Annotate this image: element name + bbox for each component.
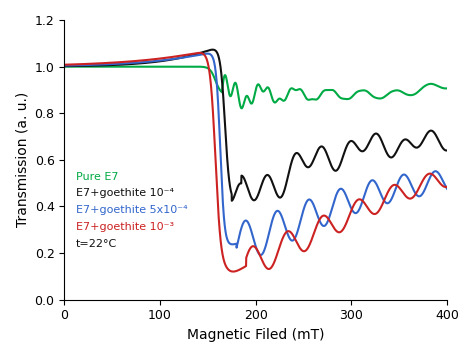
Text: E7+goethite 5x10⁻⁴: E7+goethite 5x10⁻⁴ xyxy=(76,205,187,215)
Text: E7+goethite 10⁻⁴: E7+goethite 10⁻⁴ xyxy=(76,188,174,198)
X-axis label: Magnetic Filed (mT): Magnetic Filed (mT) xyxy=(187,328,324,342)
Text: Pure E7: Pure E7 xyxy=(76,172,118,182)
Text: E7+goethite 10⁻³: E7+goethite 10⁻³ xyxy=(76,222,174,232)
Y-axis label: Transmission (a. u.): Transmission (a. u.) xyxy=(15,92,29,227)
Text: t=22°C: t=22°C xyxy=(76,239,117,249)
